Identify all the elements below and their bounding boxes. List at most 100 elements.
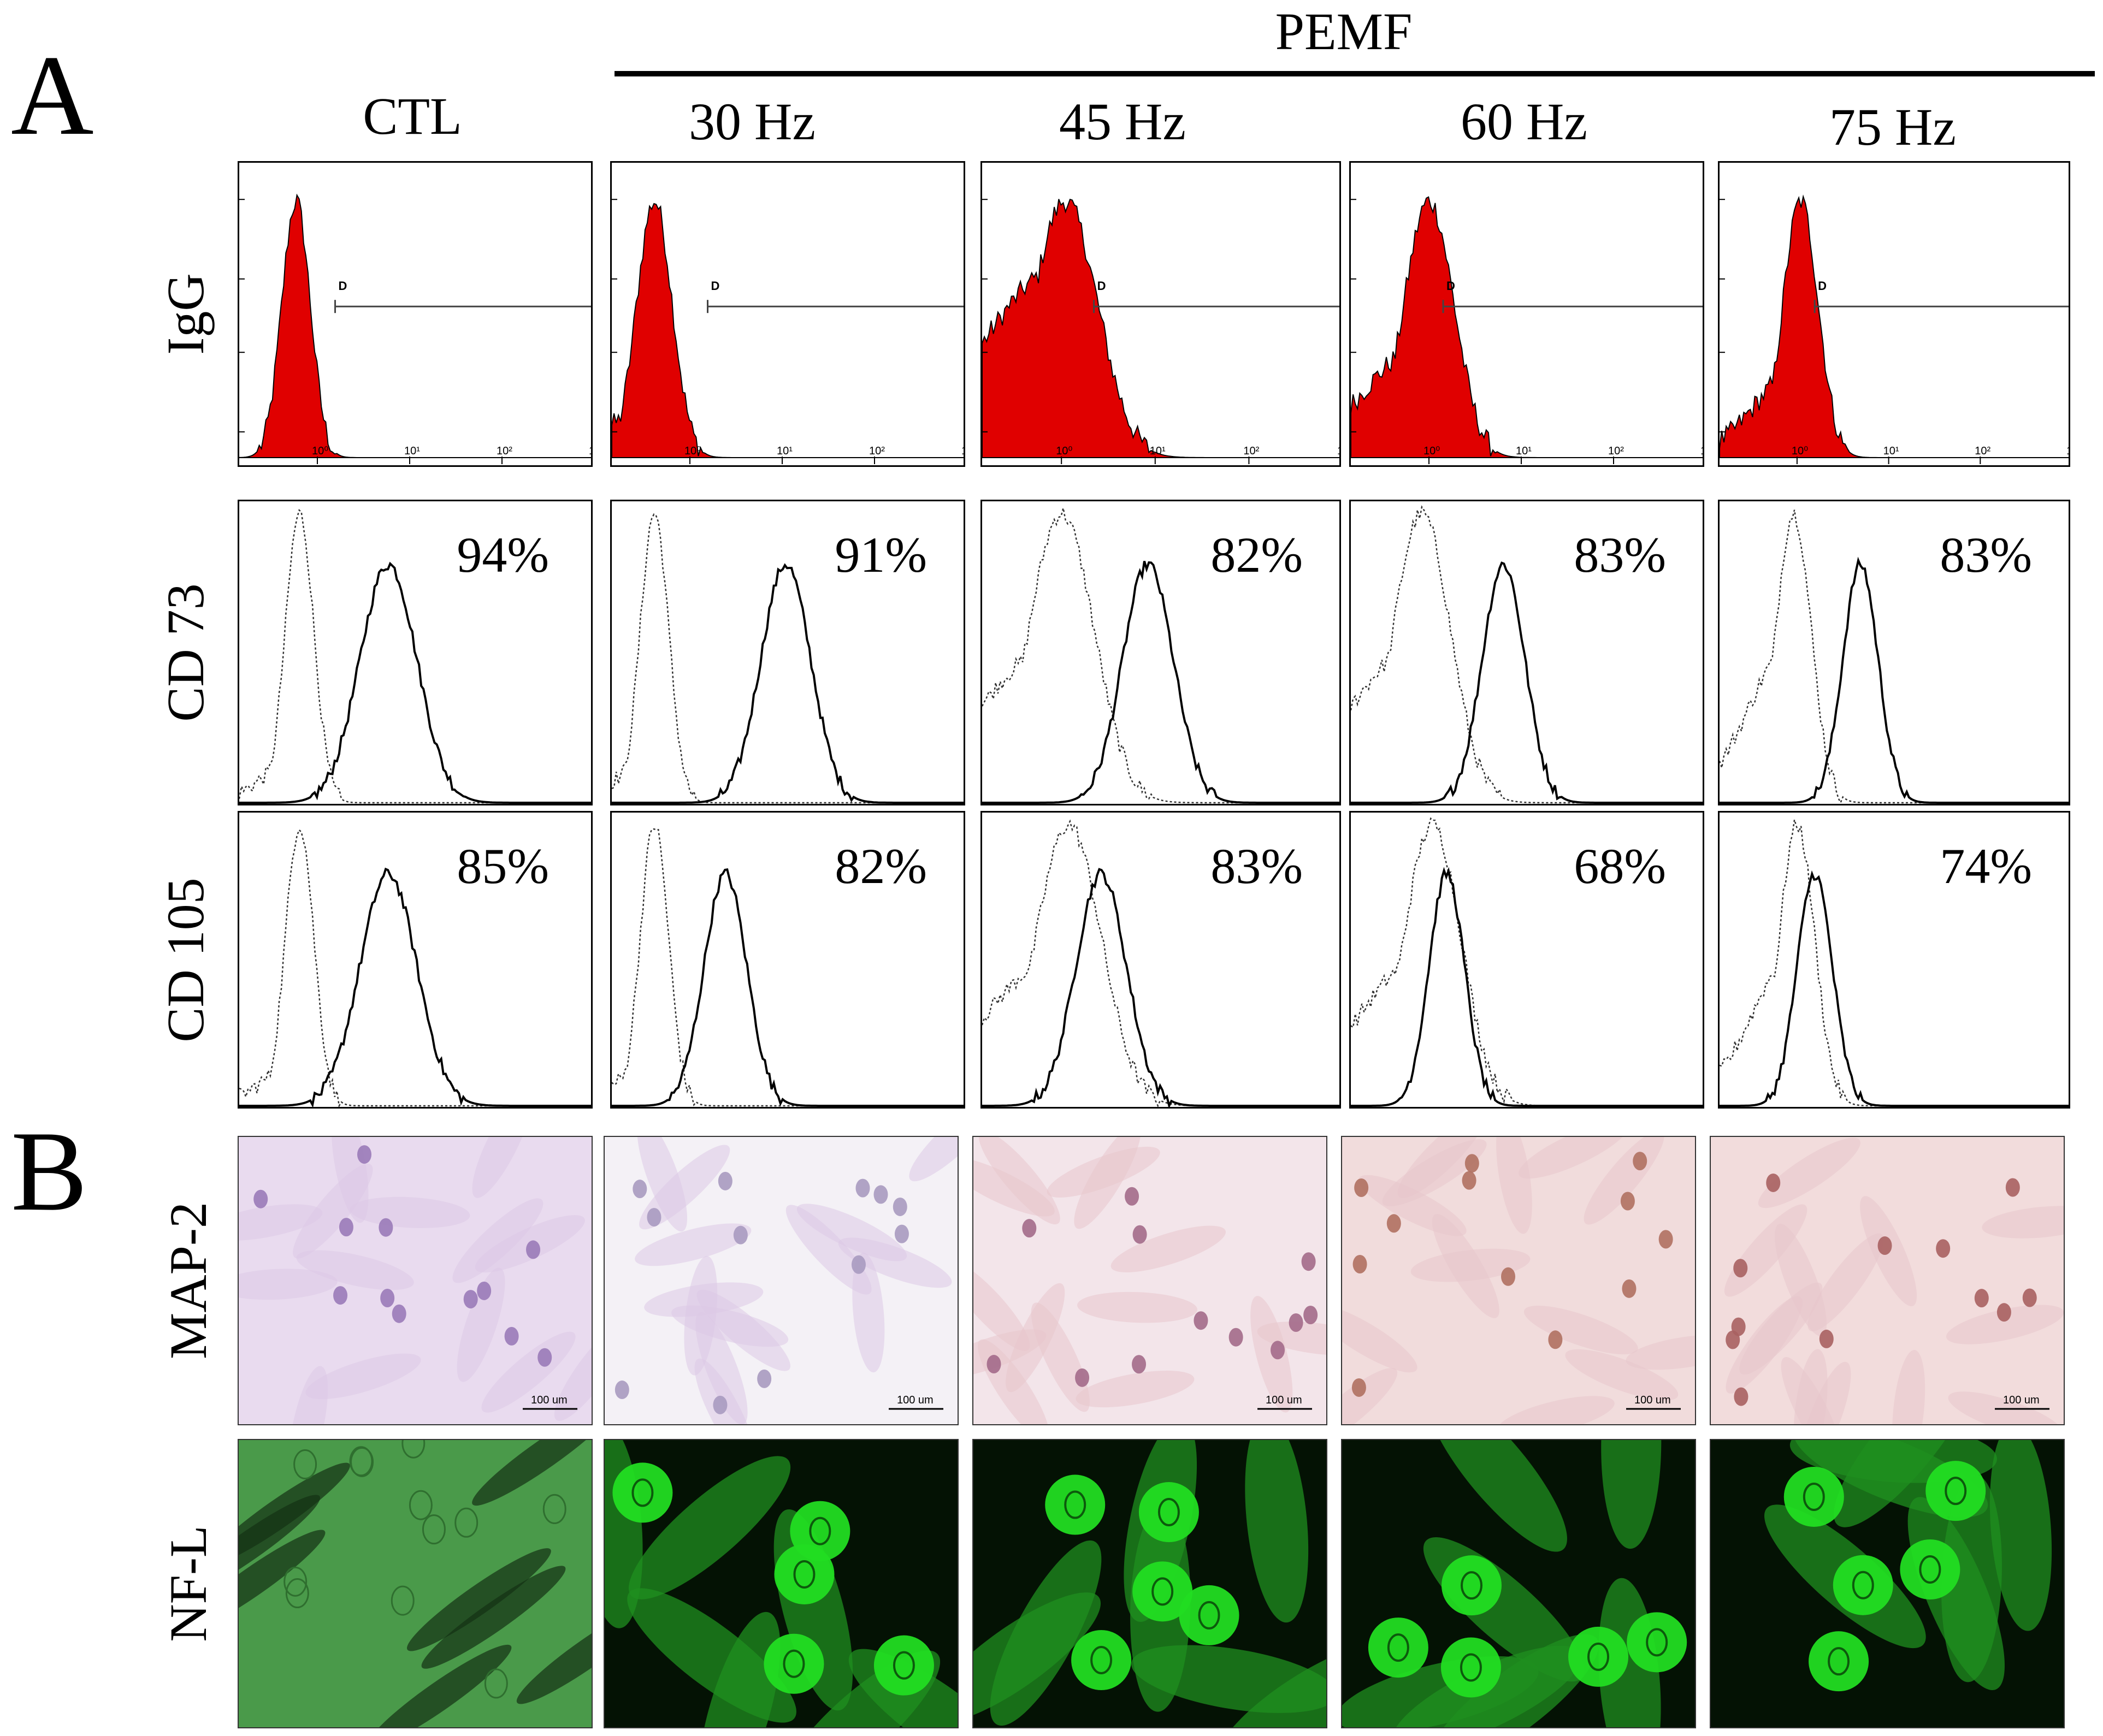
isotype-control-curve <box>1720 509 2069 804</box>
nucleus <box>855 1178 870 1198</box>
map2-micrograph: 100 um <box>972 1136 1327 1425</box>
nucleus <box>401 1440 426 1459</box>
axis-tick-label: 10⁰ <box>1056 445 1072 457</box>
cell-body <box>1257 1322 1326 1355</box>
marker-curve <box>239 867 591 1107</box>
cell-body <box>635 1223 752 1266</box>
perinuclear-stain <box>1442 1555 1502 1616</box>
nfl-micrograph <box>1341 1439 1696 1728</box>
row-label: IgG <box>156 273 215 355</box>
perinuclear-stain <box>1368 1617 1428 1678</box>
cell-body <box>1982 1206 2064 1239</box>
map2-micrograph: 100 um <box>1341 1136 1696 1425</box>
nucleus <box>2022 1288 2037 1307</box>
cell-body <box>1519 1137 1629 1179</box>
marker-curve <box>1351 867 1703 1107</box>
perinuclear-stain <box>1809 1631 1869 1692</box>
column-label: CTL <box>363 87 462 145</box>
cell-body <box>1626 1335 1695 1370</box>
igg-histogram-fill <box>612 203 964 458</box>
dark-gap <box>421 1566 566 1669</box>
axis-tick-label: 10¹ <box>1150 445 1166 457</box>
nucleus <box>2005 1178 2020 1197</box>
nucleus <box>1852 1571 1874 1599</box>
nucleus <box>1819 1329 1834 1348</box>
igg-histogram-panel: D 10⁰ 10¹ 10² 10³ <box>238 161 593 467</box>
cell-body <box>1497 1396 1615 1424</box>
axis-tick-label: 10² <box>1608 445 1624 457</box>
cd105-histogram <box>982 819 1339 1107</box>
cell-body <box>973 1260 1030 1351</box>
nucleus <box>615 1380 629 1400</box>
percent-positive-label: 68% <box>1574 838 1666 894</box>
nucleus <box>1228 1328 1243 1347</box>
igg-histogram-fill <box>1720 194 2069 458</box>
gate-label: D <box>339 279 347 293</box>
cell-body <box>838 1237 952 1288</box>
nucleus <box>357 1145 371 1164</box>
map2-micrograph-image: 100 um <box>973 1137 1326 1424</box>
nucleus <box>1803 1482 1825 1511</box>
cell-body <box>239 1204 323 1241</box>
nucleus <box>1289 1313 1303 1332</box>
nucleus <box>1622 1279 1637 1298</box>
pemf-label: PEMF <box>1275 2 1413 61</box>
nucleus <box>350 1447 374 1477</box>
perinuclear-stain <box>764 1633 824 1694</box>
nucleus <box>1633 1152 1647 1171</box>
cell-body <box>239 1269 338 1300</box>
nucleus <box>1919 1555 1941 1584</box>
axis-tick-label: 10¹ <box>1883 445 1899 457</box>
scale-bar-label: 100 um <box>1266 1394 1302 1406</box>
nucleus <box>484 1668 508 1699</box>
nucleus <box>1974 1289 1989 1308</box>
nucleus <box>893 1197 907 1216</box>
cell-body <box>695 1312 748 1424</box>
map2-micrograph-image: 100 um <box>615 1137 958 1424</box>
cd73-histogram <box>239 508 591 804</box>
axis-tick-label: 10¹ <box>404 445 420 457</box>
cell-body <box>1892 1350 1925 1424</box>
nucleus <box>851 1255 866 1274</box>
percent-positive-label: 82% <box>1210 527 1303 583</box>
dark-gap <box>516 1601 592 1704</box>
cell-body <box>1076 1370 1195 1408</box>
nucleus <box>542 1494 566 1524</box>
nucleus <box>1936 1239 1951 1258</box>
percent-positive-label: 83% <box>1574 527 1666 583</box>
nucleus <box>1996 1303 2011 1322</box>
nucleus <box>392 1304 406 1323</box>
nucleus <box>1132 1355 1147 1374</box>
cd105-histogram-panel <box>980 811 1341 1109</box>
nucleus <box>793 1560 816 1589</box>
nucleus <box>283 1566 308 1597</box>
gate-label: D <box>711 279 720 293</box>
marker-curve <box>239 561 591 804</box>
cell-body <box>696 1289 791 1371</box>
cell-body <box>1726 1296 1803 1394</box>
cd73-histogram-panel <box>1718 500 2070 805</box>
nucleus <box>537 1348 552 1367</box>
nucleus <box>1354 1178 1369 1198</box>
igg-histogram: D 10⁰ 10¹ 10² 10³ <box>612 199 964 464</box>
cell-body <box>909 1137 958 1182</box>
nucleus <box>1157 1498 1180 1527</box>
marker-curve <box>612 563 964 804</box>
cell-body <box>1342 1305 1417 1373</box>
igg-histogram-fill <box>1351 196 1703 458</box>
cell-body <box>1807 1233 1884 1331</box>
cell-body <box>1077 1291 1197 1323</box>
nucleus <box>285 1578 309 1609</box>
cell-body <box>1565 1349 1679 1401</box>
axis-tick-label: 10² <box>1975 445 1990 457</box>
percent-positive-label: 83% <box>1210 838 1303 894</box>
cell-body <box>978 1137 1060 1225</box>
nfl-micrograph-image <box>239 1440 592 1727</box>
cell-body <box>481 1331 576 1413</box>
axis-tick-label: 10² <box>497 445 512 457</box>
column-label: 75 Hz <box>1829 98 1956 156</box>
marker-curve <box>982 868 1339 1107</box>
igg-histogram-fill <box>239 193 591 458</box>
nfl-micrograph <box>1710 1439 2065 1728</box>
map2-micrograph: 100 um <box>238 1136 593 1425</box>
